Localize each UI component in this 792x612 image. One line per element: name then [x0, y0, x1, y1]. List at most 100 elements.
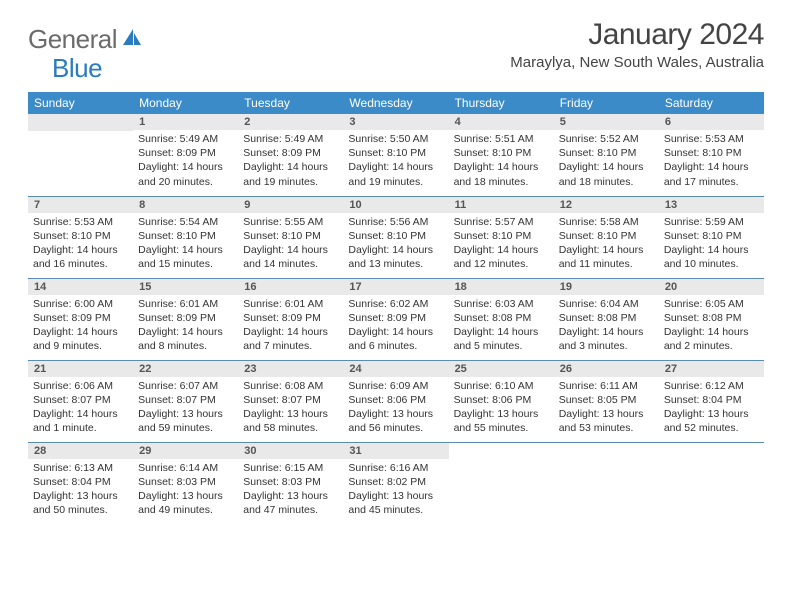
- day-details: Sunrise: 5:52 AMSunset: 8:10 PMDaylight:…: [554, 130, 659, 193]
- day-details: Sunrise: 6:13 AMSunset: 8:04 PMDaylight:…: [28, 459, 133, 522]
- day-number: 14: [28, 279, 133, 295]
- day-details: Sunrise: 6:01 AMSunset: 8:09 PMDaylight:…: [238, 295, 343, 358]
- day-number: 7: [28, 197, 133, 213]
- calendar-cell: 10Sunrise: 5:56 AMSunset: 8:10 PMDayligh…: [343, 196, 448, 278]
- calendar-cell: 15Sunrise: 6:01 AMSunset: 8:09 PMDayligh…: [133, 278, 238, 360]
- day-number: 11: [449, 197, 554, 213]
- day-number: 20: [659, 279, 764, 295]
- calendar-cell: 27Sunrise: 6:12 AMSunset: 8:04 PMDayligh…: [659, 360, 764, 442]
- day-details: Sunrise: 6:12 AMSunset: 8:04 PMDaylight:…: [659, 377, 764, 440]
- calendar-cell: 20Sunrise: 6:05 AMSunset: 8:08 PMDayligh…: [659, 278, 764, 360]
- day-details: Sunrise: 5:56 AMSunset: 8:10 PMDaylight:…: [343, 213, 448, 276]
- title-block: January 2024 Maraylya, New South Wales, …: [510, 18, 764, 71]
- calendar-cell: 23Sunrise: 6:08 AMSunset: 8:07 PMDayligh…: [238, 360, 343, 442]
- calendar-cell: 30Sunrise: 6:15 AMSunset: 8:03 PMDayligh…: [238, 442, 343, 524]
- calendar-row: 28Sunrise: 6:13 AMSunset: 8:04 PMDayligh…: [28, 442, 764, 524]
- day-details: Sunrise: 5:51 AMSunset: 8:10 PMDaylight:…: [449, 130, 554, 193]
- day-details: Sunrise: 6:16 AMSunset: 8:02 PMDaylight:…: [343, 459, 448, 522]
- calendar-cell: [554, 442, 659, 524]
- calendar-cell: 18Sunrise: 6:03 AMSunset: 8:08 PMDayligh…: [449, 278, 554, 360]
- day-number: 8: [133, 197, 238, 213]
- day-number: 12: [554, 197, 659, 213]
- calendar-row: 21Sunrise: 6:06 AMSunset: 8:07 PMDayligh…: [28, 360, 764, 442]
- day-number: 24: [343, 361, 448, 377]
- day-details: Sunrise: 5:54 AMSunset: 8:10 PMDaylight:…: [133, 213, 238, 276]
- day-number: 4: [449, 114, 554, 130]
- day-number: 10: [343, 197, 448, 213]
- weekday-header: Friday: [554, 92, 659, 114]
- day-details: Sunrise: 6:09 AMSunset: 8:06 PMDaylight:…: [343, 377, 448, 440]
- sail-icon: [121, 27, 143, 52]
- day-number: 28: [28, 443, 133, 459]
- calendar-cell: 25Sunrise: 6:10 AMSunset: 8:06 PMDayligh…: [449, 360, 554, 442]
- day-number: 27: [659, 361, 764, 377]
- day-number: 17: [343, 279, 448, 295]
- day-number: 29: [133, 443, 238, 459]
- day-details: Sunrise: 5:53 AMSunset: 8:10 PMDaylight:…: [659, 130, 764, 193]
- day-details: Sunrise: 6:10 AMSunset: 8:06 PMDaylight:…: [449, 377, 554, 440]
- calendar-cell: [449, 442, 554, 524]
- calendar-cell: 29Sunrise: 6:14 AMSunset: 8:03 PMDayligh…: [133, 442, 238, 524]
- day-details: Sunrise: 6:00 AMSunset: 8:09 PMDaylight:…: [28, 295, 133, 358]
- calendar-cell: 31Sunrise: 6:16 AMSunset: 8:02 PMDayligh…: [343, 442, 448, 524]
- day-number: 6: [659, 114, 764, 130]
- day-number: 3: [343, 114, 448, 130]
- calendar-cell: 14Sunrise: 6:00 AMSunset: 8:09 PMDayligh…: [28, 278, 133, 360]
- day-details: Sunrise: 5:49 AMSunset: 8:09 PMDaylight:…: [133, 130, 238, 193]
- month-title: January 2024: [510, 18, 764, 52]
- calendar-cell: 24Sunrise: 6:09 AMSunset: 8:06 PMDayligh…: [343, 360, 448, 442]
- day-number: 5: [554, 114, 659, 130]
- weekday-header: Wednesday: [343, 92, 448, 114]
- calendar-cell: [28, 114, 133, 196]
- weekday-header: Saturday: [659, 92, 764, 114]
- calendar-cell: 28Sunrise: 6:13 AMSunset: 8:04 PMDayligh…: [28, 442, 133, 524]
- day-number: 31: [343, 443, 448, 459]
- calendar-cell: [659, 442, 764, 524]
- day-details: Sunrise: 5:58 AMSunset: 8:10 PMDaylight:…: [554, 213, 659, 276]
- day-details: Sunrise: 5:57 AMSunset: 8:10 PMDaylight:…: [449, 213, 554, 276]
- calendar-table: SundayMondayTuesdayWednesdayThursdayFrid…: [28, 92, 764, 524]
- calendar-cell: 6Sunrise: 5:53 AMSunset: 8:10 PMDaylight…: [659, 114, 764, 196]
- day-number: 22: [133, 361, 238, 377]
- calendar-cell: 4Sunrise: 5:51 AMSunset: 8:10 PMDaylight…: [449, 114, 554, 196]
- day-number: 23: [238, 361, 343, 377]
- day-number: 1: [133, 114, 238, 130]
- day-number: 19: [554, 279, 659, 295]
- calendar-row: 14Sunrise: 6:00 AMSunset: 8:09 PMDayligh…: [28, 278, 764, 360]
- weekday-header: Thursday: [449, 92, 554, 114]
- day-number: 13: [659, 197, 764, 213]
- weekday-header: Monday: [133, 92, 238, 114]
- calendar-cell: 1Sunrise: 5:49 AMSunset: 8:09 PMDaylight…: [133, 114, 238, 196]
- day-details: Sunrise: 6:14 AMSunset: 8:03 PMDaylight:…: [133, 459, 238, 522]
- day-details: Sunrise: 6:05 AMSunset: 8:08 PMDaylight:…: [659, 295, 764, 358]
- weekday-header: Tuesday: [238, 92, 343, 114]
- calendar-body: 1Sunrise: 5:49 AMSunset: 8:09 PMDaylight…: [28, 114, 764, 524]
- calendar-cell: 21Sunrise: 6:06 AMSunset: 8:07 PMDayligh…: [28, 360, 133, 442]
- calendar-cell: 17Sunrise: 6:02 AMSunset: 8:09 PMDayligh…: [343, 278, 448, 360]
- day-number: 21: [28, 361, 133, 377]
- logo-word1: General: [28, 24, 117, 55]
- calendar-head: SundayMondayTuesdayWednesdayThursdayFrid…: [28, 92, 764, 114]
- day-details: Sunrise: 6:01 AMSunset: 8:09 PMDaylight:…: [133, 295, 238, 358]
- logo-word2: Blue: [52, 53, 102, 83]
- day-number: 18: [449, 279, 554, 295]
- calendar-cell: 16Sunrise: 6:01 AMSunset: 8:09 PMDayligh…: [238, 278, 343, 360]
- calendar-cell: 3Sunrise: 5:50 AMSunset: 8:10 PMDaylight…: [343, 114, 448, 196]
- day-number: 30: [238, 443, 343, 459]
- day-details: Sunrise: 5:50 AMSunset: 8:10 PMDaylight:…: [343, 130, 448, 193]
- day-details: Sunrise: 6:07 AMSunset: 8:07 PMDaylight:…: [133, 377, 238, 440]
- day-details: Sunrise: 6:11 AMSunset: 8:05 PMDaylight:…: [554, 377, 659, 440]
- day-number: 9: [238, 197, 343, 213]
- calendar-row: 7Sunrise: 5:53 AMSunset: 8:10 PMDaylight…: [28, 196, 764, 278]
- day-details: Sunrise: 5:55 AMSunset: 8:10 PMDaylight:…: [238, 213, 343, 276]
- calendar-cell: 13Sunrise: 5:59 AMSunset: 8:10 PMDayligh…: [659, 196, 764, 278]
- calendar-cell: 8Sunrise: 5:54 AMSunset: 8:10 PMDaylight…: [133, 196, 238, 278]
- logo: General: [28, 18, 147, 55]
- weekday-header: Sunday: [28, 92, 133, 114]
- calendar-row: 1Sunrise: 5:49 AMSunset: 8:09 PMDaylight…: [28, 114, 764, 196]
- calendar-cell: 7Sunrise: 5:53 AMSunset: 8:10 PMDaylight…: [28, 196, 133, 278]
- day-details: Sunrise: 6:02 AMSunset: 8:09 PMDaylight:…: [343, 295, 448, 358]
- day-number: 2: [238, 114, 343, 130]
- calendar-cell: 26Sunrise: 6:11 AMSunset: 8:05 PMDayligh…: [554, 360, 659, 442]
- calendar-cell: 11Sunrise: 5:57 AMSunset: 8:10 PMDayligh…: [449, 196, 554, 278]
